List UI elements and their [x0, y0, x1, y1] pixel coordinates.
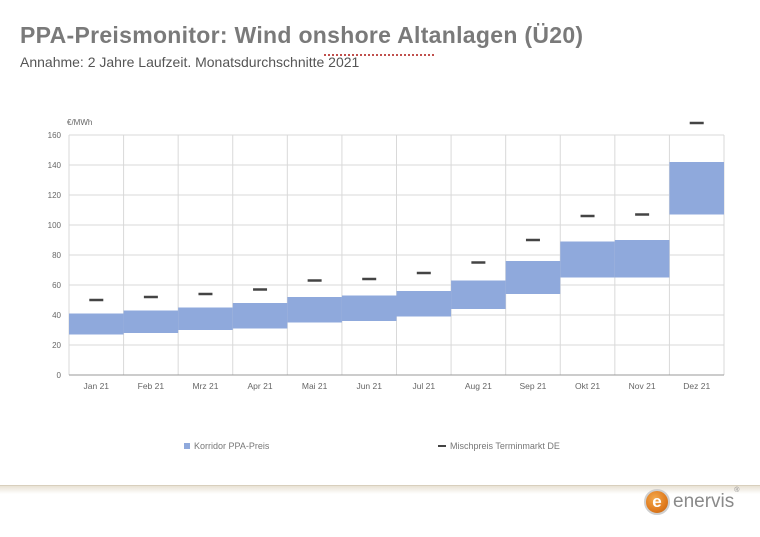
legend-marker-swatch: [438, 445, 446, 447]
x-tick-label: Apr 21: [248, 381, 273, 391]
page-title: PPA-Preismonitor: Wind onshore Altanlage…: [20, 22, 584, 48]
y-tick-label: 100: [48, 221, 62, 230]
y-tick-label: 20: [52, 341, 61, 350]
range-band: [560, 241, 615, 278]
enervis-logo-text: enervis®: [673, 487, 740, 512]
x-tick-label: Nov 21: [629, 381, 656, 391]
range-band: [341, 295, 397, 321]
x-tick-label: Sep 21: [519, 381, 546, 391]
x-tick-label: Jan 21: [84, 381, 110, 391]
range-band: [178, 307, 233, 330]
legend-item-mischpreis: Mischpreis Terminmarkt DE: [438, 441, 560, 451]
enervis-logo: e enervis®: [644, 487, 740, 515]
range-band: [69, 313, 124, 335]
x-tick-label: Okt 21: [575, 381, 600, 391]
range-band: [614, 240, 670, 278]
range-band: [396, 291, 452, 317]
x-tick-label: Jun 21: [356, 381, 382, 391]
x-tick-label: Dez 21: [683, 381, 710, 391]
y-tick-label: 40: [52, 311, 61, 320]
footer-bar: [0, 485, 760, 494]
legend-band-swatch: [184, 443, 190, 449]
range-band: [123, 310, 179, 333]
x-tick-label: Feb 21: [138, 381, 165, 391]
y-tick-label: 60: [52, 281, 61, 290]
range-band: [505, 261, 561, 294]
range-band: [669, 162, 724, 215]
y-tick-label: 160: [48, 131, 62, 140]
legend-label-mischpreis: Mischpreis Terminmarkt DE: [450, 441, 560, 451]
page-subtitle: Annahme: 2 Jahre Laufzeit. Monatsdurchsc…: [20, 54, 360, 70]
y-tick-label: 0: [57, 371, 62, 380]
y-tick-label: 120: [48, 191, 62, 200]
spellcheck-underline: [324, 52, 434, 56]
x-tick-label: Mrz 21: [192, 381, 218, 391]
y-tick-label: 80: [52, 251, 61, 260]
range-band: [232, 303, 288, 329]
y-tick-label: 140: [48, 161, 62, 170]
x-tick-label: Mai 21: [302, 381, 328, 391]
x-tick-label: Jul 21: [412, 381, 435, 391]
enervis-logo-icon: e: [644, 489, 670, 515]
range-band: [287, 297, 342, 323]
y-axis-label: €/MWh: [67, 118, 92, 127]
range-band: [451, 280, 506, 309]
x-tick-label: Aug 21: [465, 381, 492, 391]
legend-label-korridor: Korridor PPA-Preis: [194, 441, 270, 451]
legend-item-korridor: Korridor PPA-Preis: [184, 441, 269, 451]
